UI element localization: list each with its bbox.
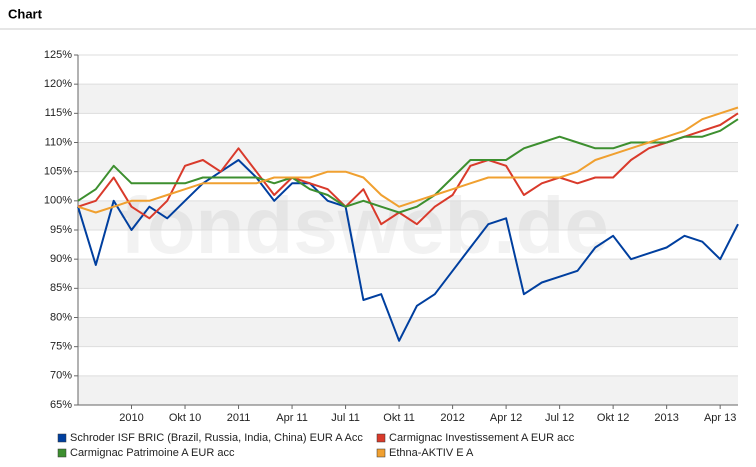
series-line — [77, 118, 739, 214]
y-tick-label: 100% — [44, 195, 72, 207]
x-tick-label: 2011 — [227, 412, 251, 424]
y-tick-label: 120% — [44, 78, 72, 90]
y-tick-label: 70% — [50, 370, 72, 382]
grid-band — [78, 200, 738, 230]
x-tick-label: Okt 12 — [597, 412, 629, 424]
x-tick-label: 2012 — [440, 412, 464, 424]
legend-label: Schroder ISF BRIC (Brazil, Russia, India… — [70, 432, 363, 444]
legend-swatch — [376, 448, 386, 458]
x-tick-label: Jul 12 — [545, 412, 574, 424]
grid-band — [78, 142, 738, 172]
y-tick-label: 125% — [44, 49, 72, 61]
y-tick-label: 80% — [50, 311, 72, 323]
x-tick-label: 2010 — [119, 412, 143, 424]
grid-band — [78, 259, 738, 289]
x-tick-label: Jul 11 — [331, 412, 360, 424]
x-tick-label: Okt 10 — [169, 412, 201, 424]
series-line — [77, 106, 739, 214]
grid-band — [78, 84, 738, 114]
y-tick-label: 115% — [45, 107, 73, 119]
x-tick-label: Apr 11 — [276, 412, 308, 424]
y-tick-label: 65% — [50, 399, 72, 411]
header-title: Chart — [8, 6, 43, 21]
x-tick-label: Apr 13 — [704, 412, 736, 424]
x-tick-label: Okt 11 — [383, 412, 415, 424]
y-tick-label: 90% — [50, 253, 72, 265]
legend-swatch — [376, 433, 386, 443]
y-tick-label: 75% — [50, 341, 72, 353]
x-tick-label: 2013 — [654, 412, 678, 424]
y-tick-label: 85% — [50, 282, 72, 294]
legend-swatch — [57, 433, 67, 443]
y-tick-label: 95% — [50, 224, 72, 236]
grid-band — [78, 375, 738, 405]
legend-label: Carmignac Patrimoine A EUR acc — [70, 447, 235, 459]
x-tick-label: Apr 12 — [490, 412, 522, 424]
y-tick-label: 105% — [44, 166, 72, 178]
legend-swatch — [57, 448, 67, 458]
y-tick-label: 110% — [45, 136, 73, 148]
watermark: fondsweb.de — [120, 181, 609, 270]
series-line — [77, 112, 739, 226]
series-line — [77, 159, 739, 342]
legend-label: Ethna-AKTIV E A — [389, 447, 474, 459]
legend-label: Carmignac Investissement A EUR acc — [389, 432, 575, 444]
